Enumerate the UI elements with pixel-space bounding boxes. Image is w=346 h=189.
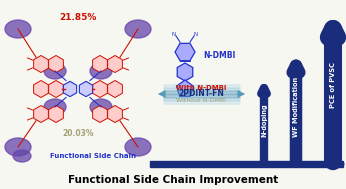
Text: N-doping: N-doping — [261, 103, 267, 137]
Text: PCE of PVSC: PCE of PVSC — [330, 62, 336, 108]
Polygon shape — [175, 43, 195, 61]
Text: WF Modification: WF Modification — [293, 77, 299, 137]
Polygon shape — [93, 56, 107, 73]
Text: 21.85%: 21.85% — [59, 12, 97, 22]
Polygon shape — [177, 63, 193, 81]
Ellipse shape — [5, 138, 31, 156]
Bar — [150, 161, 343, 167]
Ellipse shape — [125, 138, 151, 156]
Ellipse shape — [125, 20, 151, 38]
Polygon shape — [34, 105, 48, 122]
Text: N: N — [172, 32, 176, 36]
Polygon shape — [79, 81, 93, 97]
Text: Functional Side Chain Improvement: Functional Side Chain Improvement — [68, 175, 278, 185]
Text: Functional Side Chain: Functional Side Chain — [50, 153, 136, 159]
Ellipse shape — [44, 99, 66, 115]
Polygon shape — [108, 56, 122, 73]
Text: 2PDINT-FN: 2PDINT-FN — [179, 90, 225, 98]
Polygon shape — [176, 80, 193, 96]
FancyArrowPatch shape — [329, 29, 337, 161]
FancyArrowPatch shape — [293, 66, 299, 161]
Ellipse shape — [90, 63, 112, 79]
Polygon shape — [49, 105, 63, 122]
Text: 20.03%: 20.03% — [62, 129, 94, 138]
Polygon shape — [49, 81, 63, 98]
Text: With N-DMBI: With N-DMBI — [176, 85, 227, 91]
FancyArrowPatch shape — [158, 90, 245, 98]
Text: N-DMBI: N-DMBI — [203, 51, 235, 60]
Polygon shape — [93, 105, 107, 122]
Polygon shape — [34, 56, 48, 73]
Ellipse shape — [13, 150, 31, 162]
Polygon shape — [34, 81, 48, 98]
Polygon shape — [108, 105, 122, 122]
FancyArrowPatch shape — [261, 88, 267, 161]
Ellipse shape — [90, 99, 112, 115]
Polygon shape — [49, 56, 63, 73]
Polygon shape — [108, 81, 122, 98]
Text: Without N-DMBI: Without N-DMBI — [176, 98, 227, 102]
Ellipse shape — [5, 20, 31, 38]
Polygon shape — [93, 81, 107, 98]
Ellipse shape — [44, 63, 66, 79]
Polygon shape — [63, 81, 76, 97]
Text: N: N — [194, 32, 198, 36]
